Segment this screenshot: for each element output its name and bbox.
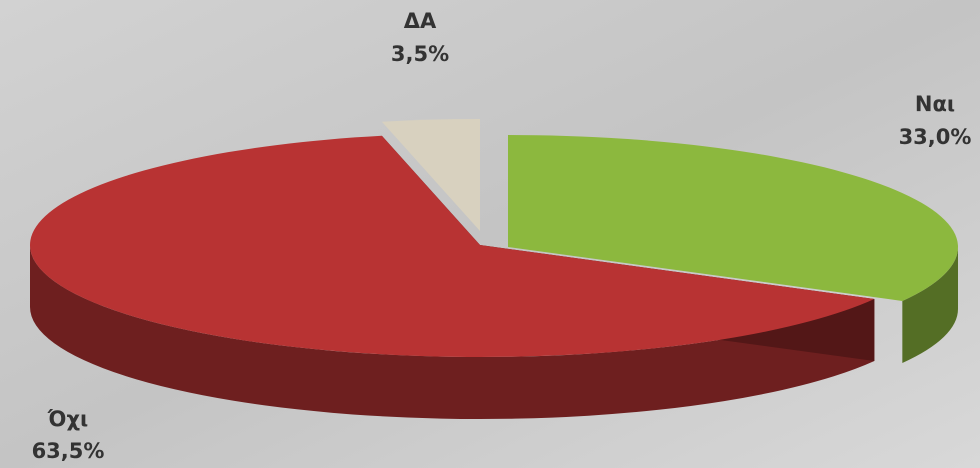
slice-label: Όχι [47,407,88,431]
slice-value-label: 63,5% [32,439,105,463]
slice-label: Ναι [915,92,955,116]
page: {"chart_data": {"type": "pie3d", "catego… [0,0,980,468]
chart: Ναι 33,0% Όχι 63,5% ΔΑ 3,5% [0,0,980,468]
slice-label: ΔΑ [404,9,437,33]
slice-value-label: 3,5% [391,42,449,66]
slice-value-label: 33,0% [899,125,972,149]
